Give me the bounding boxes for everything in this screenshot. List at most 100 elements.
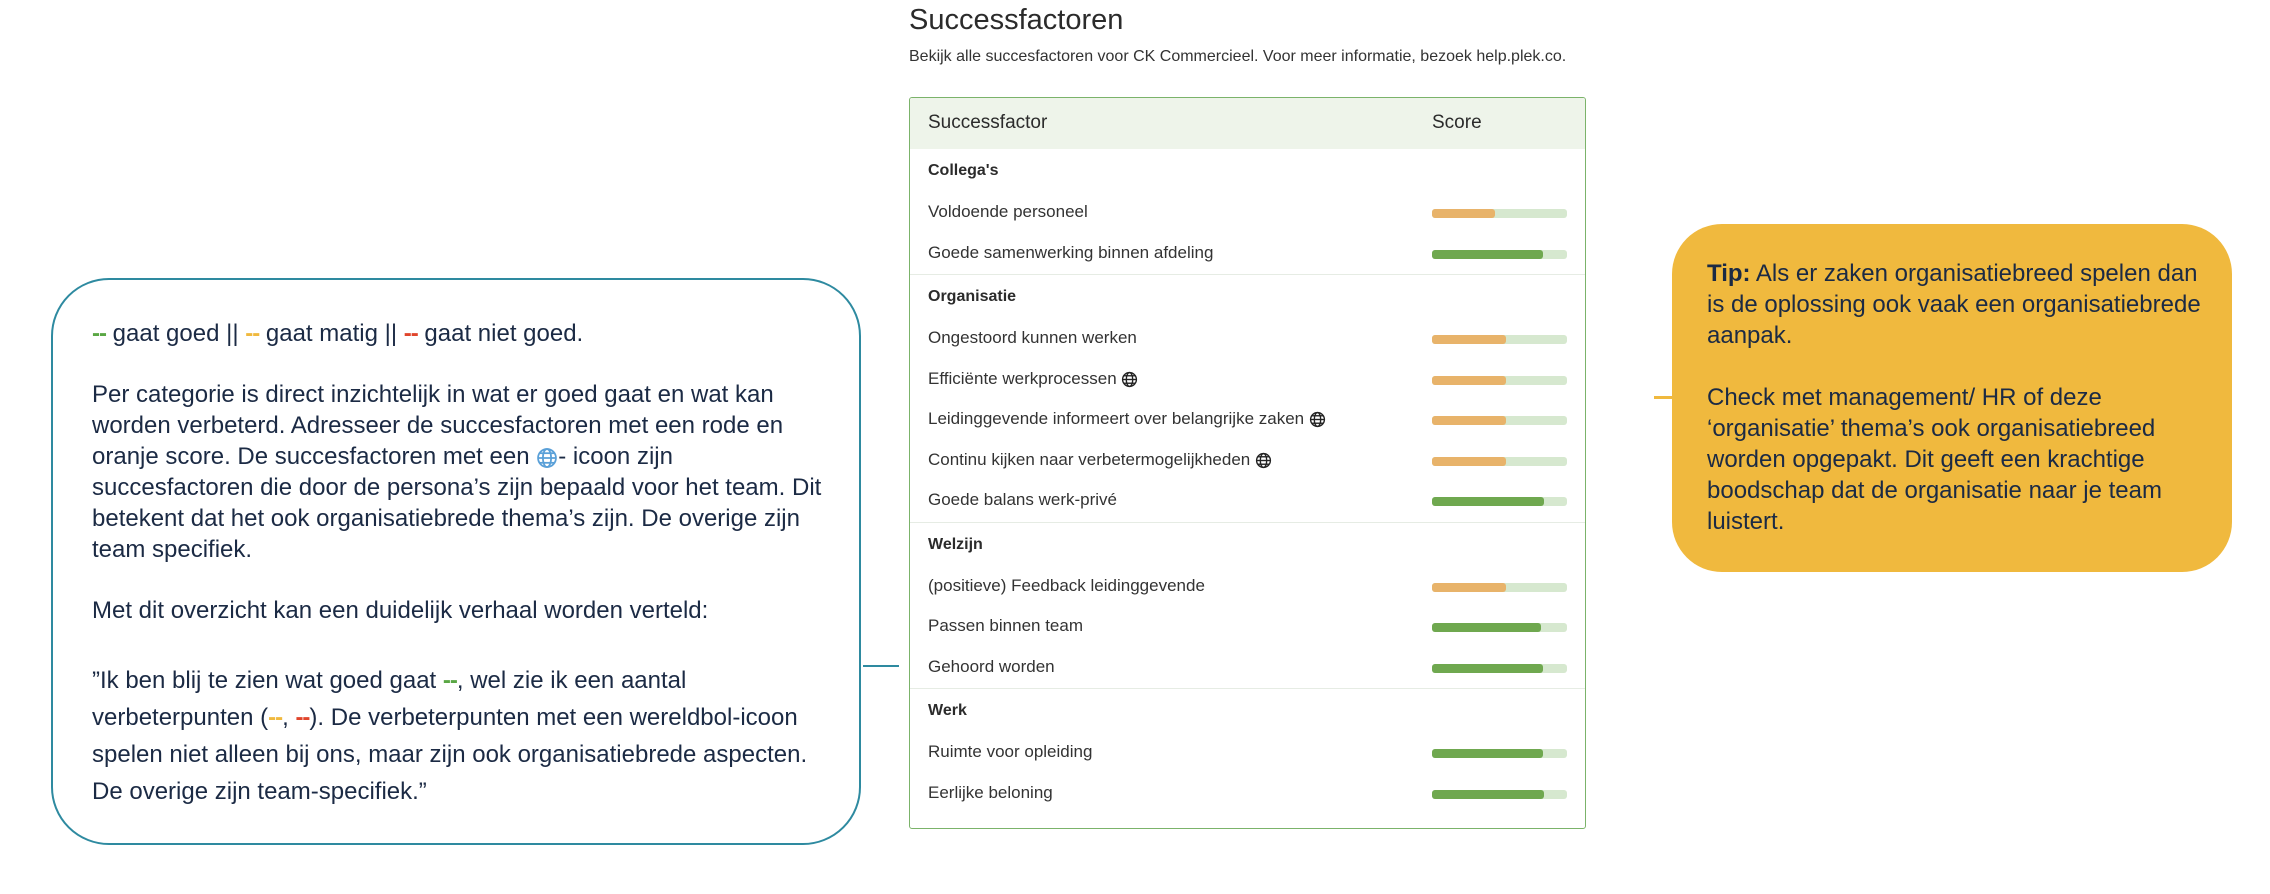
- score-bar: [1432, 209, 1496, 218]
- score-track: [1432, 623, 1567, 632]
- tip-label: Tip:: [1707, 260, 1751, 287]
- score-track: [1432, 375, 1567, 385]
- column-header: Successfactor: [928, 112, 1048, 133]
- legend-mark: --: [245, 320, 260, 347]
- panel-subtitle: Bekijk alle succesfactoren voor CK Comme…: [909, 48, 1567, 65]
- panel-title: Successfactoren: [909, 4, 1124, 36]
- score-bar: [1432, 749, 1543, 758]
- column-header: Score: [1432, 112, 1482, 133]
- score-track: [1432, 209, 1567, 218]
- paragraph: Per categorie is direct inzichtelijk in …: [92, 379, 832, 565]
- score-bar: [1432, 623, 1542, 632]
- legend-text: gaat niet goed.: [424, 320, 584, 347]
- paragraph-text: - icoon zijn succesfactoren die door de …: [92, 443, 822, 563]
- table-row: Ruimte voor opleiding: [910, 733, 1585, 774]
- legend-text: gaat goed ||: [112, 320, 239, 347]
- row-label-text: Leidinggevende informeert over belangrij…: [928, 409, 1305, 428]
- globe-icon: [537, 447, 558, 468]
- row-label: Ongestoord kunnen werken: [928, 328, 1137, 348]
- score-bar: [1432, 335, 1507, 344]
- score-bar: [1432, 497, 1545, 506]
- row-label: Gehoord worden: [928, 657, 1055, 677]
- row-label-text: Gehoord worden: [928, 656, 1055, 676]
- score-track: [1432, 663, 1567, 673]
- score-track: [1432, 789, 1567, 799]
- score-track: [1432, 335, 1567, 344]
- row-label: Ruimte voor opleiding: [928, 742, 1092, 762]
- row-label-text: Voldoende personeel: [928, 202, 1088, 221]
- legend-mark: --: [92, 320, 107, 347]
- row-label: (positieve) Feedback leidinggevende: [928, 576, 1205, 596]
- tip-text: Als er zaken organisatiebreed spelen dan…: [1707, 260, 2201, 349]
- row-label-text: Passen binnen team: [928, 616, 1083, 635]
- score-track: [1432, 416, 1567, 425]
- score-track: [1432, 497, 1567, 506]
- quote: ”Ik ben blij te zien wat goed gaat --, w…: [92, 662, 832, 810]
- tip-text: Tip: Als er zaken organisatiebreed spele…: [1707, 258, 2207, 568]
- quote-mark: --: [268, 704, 283, 731]
- explanation-box: [51, 278, 861, 845]
- legend-text: gaat matig ||: [265, 320, 398, 347]
- table-header: Successfactor Score: [910, 98, 1585, 149]
- group-heading: Welzijn: [910, 521, 1585, 567]
- group-heading: Organisatie: [910, 274, 1585, 319]
- row-label: Voldoende personeel: [928, 202, 1088, 222]
- table-row: Passen binnen team: [910, 607, 1585, 648]
- explanation-text: -- gaat goed || -- gaat matig || -- gaat…: [92, 318, 832, 840]
- globe-icon: [1122, 371, 1138, 387]
- table-row: Efficiënte werkprocessen: [910, 360, 1585, 401]
- row-label-text: Ruimte voor opleiding: [928, 742, 1093, 761]
- row-label: Eerlijke beloning: [928, 783, 1053, 803]
- table-row: Ongestoord kunnen werken: [910, 319, 1585, 360]
- quote-mark: --: [442, 667, 458, 694]
- score-bar: [1432, 375, 1507, 385]
- score-bar: [1432, 663, 1543, 673]
- paragraph: Met dit overzicht kan een duidelijk verh…: [92, 597, 709, 624]
- group-heading: Collega's: [928, 162, 999, 179]
- score-bar: [1432, 789, 1545, 799]
- legend-mark: --: [403, 320, 419, 347]
- score-bar: [1432, 582, 1507, 592]
- tip-paragraph: Tip: Als er zaken organisatiebreed spele…: [1707, 258, 2207, 351]
- score-table: Successfactor Score Collega's Voldoende per…: [909, 97, 1586, 829]
- paragraph-text: Per categorie is direct inzichtelijk in …: [92, 381, 784, 470]
- group-heading: Werk: [910, 688, 1585, 733]
- tip-connector: [1654, 396, 1672, 399]
- quote-mark: --: [295, 704, 310, 731]
- score-bar: [1432, 249, 1543, 259]
- row-label: Goede samenwerking binnen afdeling: [928, 243, 1213, 263]
- legend-line: -- gaat goed || -- gaat matig || -- gaat…: [92, 318, 832, 349]
- connector-line: [863, 665, 899, 667]
- row-label: Leidinggevende informeert over belangrij…: [928, 409, 1326, 429]
- score-track: [1432, 249, 1567, 259]
- row-label-text: Goede balans werk-privé: [928, 490, 1117, 509]
- score-bar: [1432, 416, 1507, 425]
- table-row: (positieve) Feedback leidinggevende: [910, 567, 1585, 608]
- table-row: Goede balans werk-privé: [910, 481, 1585, 522]
- row-label: Goede balans werk-privé: [928, 490, 1117, 510]
- table-row: Leidinggevende informeert over belangrij…: [910, 400, 1585, 441]
- table-row: Continu kijken naar verbetermogelijkhede…: [910, 441, 1585, 482]
- quote-text: ”Ik ben blij te zien wat goed gaat: [92, 667, 443, 694]
- table-row: Voldoende personeel: [910, 193, 1585, 234]
- score-track: [1432, 582, 1567, 592]
- quote-text: ). De verbeterpunten met een wereldbol-i…: [92, 704, 808, 805]
- score-track: [1432, 456, 1567, 466]
- row-label: Passen binnen team: [928, 616, 1083, 636]
- score-bar: [1432, 456, 1507, 466]
- row-label-text: Goede samenwerking binnen afdeling: [928, 242, 1214, 262]
- table-row: Eerlijke beloning: [910, 774, 1585, 815]
- score-track: [1432, 749, 1567, 758]
- tip-box: [1672, 224, 2232, 572]
- tip-paragraph: Check met management/ HR of deze ‘organi…: [1707, 384, 2162, 535]
- row-label-text: Eerlijke beloning: [928, 782, 1053, 802]
- globe-icon: [1309, 411, 1325, 428]
- quote-text: , wel zie ik een aantal verbeterpunten (: [92, 667, 687, 731]
- row-label-text: Continu kijken naar verbetermogelijkhede…: [928, 449, 1251, 469]
- table-row: Gehoord worden: [910, 648, 1585, 689]
- globe-icon: [1255, 452, 1272, 468]
- row-label-text: Ongestoord kunnen werken: [928, 328, 1137, 347]
- row-label: Continu kijken naar verbetermogelijkhede…: [928, 450, 1272, 470]
- row-label: Efficiënte werkprocessen: [928, 369, 1138, 389]
